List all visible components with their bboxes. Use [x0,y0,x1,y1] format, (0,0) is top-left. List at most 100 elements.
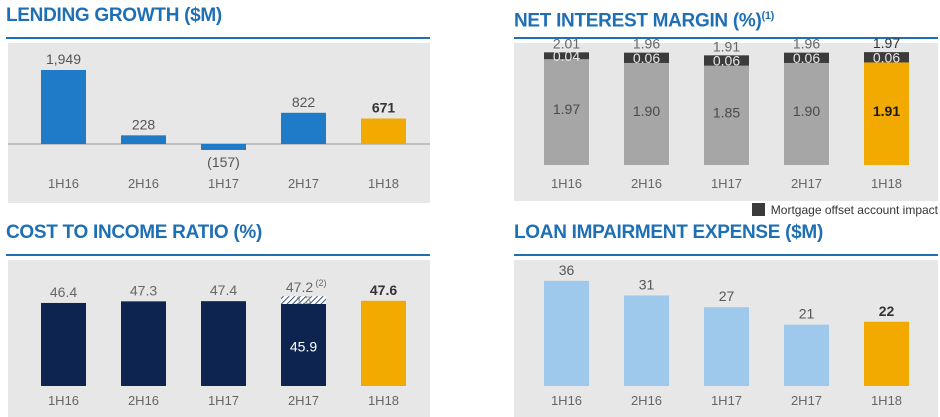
nim-offset-label: 0.06 [713,52,740,68]
lending-category-label: 2H16 [128,176,159,191]
cti-value-label: 47.3 [130,282,157,298]
lie-category-label: 1H17 [711,393,742,408]
lending-growth-plot: 1,949 1H16 228 2H16 (157) 1H17 822 2H17 671 1H18 [8,43,430,203]
lie-bar-1h18 [864,321,909,386]
lie-bar-2h17 [784,324,829,386]
nim-offset-label: 0.04 [553,48,580,64]
lending-category-label: 1H18 [368,176,399,191]
cost-to-income-rule [6,254,430,256]
cti-category-label: 2H16 [128,393,159,408]
nim-offset-bar-1h16 [544,52,589,60]
lending-bar-2h16 [121,135,166,144]
lending-category-label: 2H17 [288,176,319,191]
cost-to-income-title: COST TO INCOME RATIO (%) [6,222,262,243]
lending-value-label: 228 [132,116,156,132]
nim-offset-label: 0.06 [793,50,820,66]
cti-bar-1h16 [41,302,86,386]
lie-value-label: 27 [719,288,735,304]
nim-legend-label: Mortgage offset account impact [770,203,938,217]
nim-base-bar-1h18 [864,62,909,165]
lending-growth-rule [6,37,430,39]
nim-category-label: 2H16 [631,176,662,191]
net-interest-margin-title: NET INTEREST MARGIN (%)(1) [514,0,774,32]
lie-bar-1h17 [704,307,749,386]
cti-inner-label: 45.9 [290,339,317,355]
nim-total-label: 1.97 [873,35,900,51]
nim-category-label: 1H16 [551,176,582,191]
lie-category-label: 1H16 [551,393,582,408]
nim-legend-swatch [751,203,765,216]
nim-total-label: 1.96 [633,36,660,52]
loan-impairment-panel: LOAN IMPAIRMENT EXPENSE ($M) 36 1H16 31 2H1… [514,217,938,417]
lie-value-label: 36 [559,262,575,278]
lie-category-label: 2H17 [791,393,822,408]
cti-category-label: 1H16 [48,393,79,408]
lie-category-label: 2H16 [631,393,662,408]
lending-value-label: 671 [372,100,396,116]
nim-category-label: 1H17 [711,176,742,191]
cti-value-label: 46.4 [50,284,77,300]
nim-total-label: 1.96 [793,36,820,52]
nim-offset-label: 0.06 [633,50,660,66]
nim-base-label: 1.90 [633,103,660,119]
lending-bar-1h16 [41,70,86,144]
lending-growth-chart: 1,949 1H16 228 2H16 (157) 1H17 822 2H17 671 1H18 [8,51,430,191]
net-interest-margin-rule [514,37,938,39]
cost-to-income-plot: 46.4 1H16 47.3 2H16 47.4 1H17 1.3 45.9 47.2 (2) 2H… [8,260,430,417]
lie-bar-2h16 [624,295,669,386]
loan-impairment-plot: 36 1H16 31 2H16 27 1H17 21 2H17 22 1H18 [514,260,938,417]
loan-impairment-rule [514,254,938,256]
nim-offset-bar-1h17 [704,55,749,66]
net-interest-margin-chart: 1.970.042.011H161.900.061.962H161.850.06… [544,35,909,191]
lending-growth-panel: LENDING GROWTH ($M) 1,949 1H16 228 2H16 (157… [6,0,430,205]
nim-legend: Mortgage offset account impact [751,203,938,217]
net-interest-margin-plot: 1.97 0.04 2.01 1H16 1.90 0.06 1.96 2H16 1.85 0.06… [514,35,938,201]
cti-hatched-label: 1.3 [296,295,311,307]
lie-value-label: 21 [799,306,815,322]
nim-base-bar-2h17 [784,62,829,165]
nim-base-bar-2h16 [624,62,669,165]
cti-bar-1h18 [361,300,406,386]
loan-impairment-title: LOAN IMPAIRMENT EXPENSE ($M) [514,222,823,243]
net-interest-margin-title-text: NET INTEREST MARGIN (%) [514,10,762,32]
nim-offset-bar-2h17 [784,52,829,63]
lending-value-label: (157) [207,154,240,170]
nim-category-label: 2H17 [791,176,822,191]
nim-total-label: 2.01 [553,35,580,51]
lending-value-label: 822 [292,94,316,110]
cti-value-label: 47.6 [370,282,397,298]
lie-bar-1h16 [544,280,589,386]
lending-growth-title: LENDING GROWTH ($M) [6,5,222,26]
net-interest-margin-title-footnote: (1) [761,10,775,22]
cost-to-income-panel: COST TO INCOME RATIO (%) 46.4 1H16 47.3 2H1… [6,217,430,417]
lie-value-label: 31 [639,276,655,292]
nim-base-label: 1.97 [553,101,580,117]
nim-category-label: 1H18 [871,176,902,191]
lending-bar-2h17 [281,112,326,144]
lie-category-label: 1H18 [871,393,902,408]
cti-category-label: 1H18 [368,393,399,408]
nim-offset-bar-1h18 [864,52,909,63]
cti-value-label: 47.4 [210,282,237,298]
nim-base-label: 1.91 [873,103,900,119]
cost-to-income-chart: 46.4 1H16 47.3 2H16 47.4 1H17 1.3 45.9 47.2 (2) 2H… [41,278,406,408]
lending-category-label: 1H16 [48,176,79,191]
nim-offset-label: 0.06 [873,49,900,65]
lending-category-label: 1H17 [208,176,239,191]
lending-bar-1h18 [361,118,406,144]
nim-base-bar-1h16 [544,59,589,165]
cti-category-label: 2H17 [288,393,319,408]
cti-bar-2h17 [281,303,326,386]
nim-base-label: 1.90 [793,103,820,119]
cti-bar-1h17 [201,301,246,386]
nim-base-label: 1.85 [713,104,740,120]
cti-hatched-segment [281,296,326,304]
cti-bar-2h16 [121,301,166,386]
lending-bar-1h17 [201,144,246,150]
lie-value-label: 22 [879,303,895,319]
net-interest-margin-panel: NET INTEREST MARGIN (%)(1) 1.97 0.04 2.01 1… [514,0,938,222]
loan-impairment-chart: 36 1H16 31 2H16 27 1H17 21 2H17 22 1H18 [544,262,909,408]
cti-total-footnote: (2) [316,278,327,288]
nim-base-bar-1h17 [704,65,749,165]
nim-offset-bar-2h16 [624,52,669,63]
